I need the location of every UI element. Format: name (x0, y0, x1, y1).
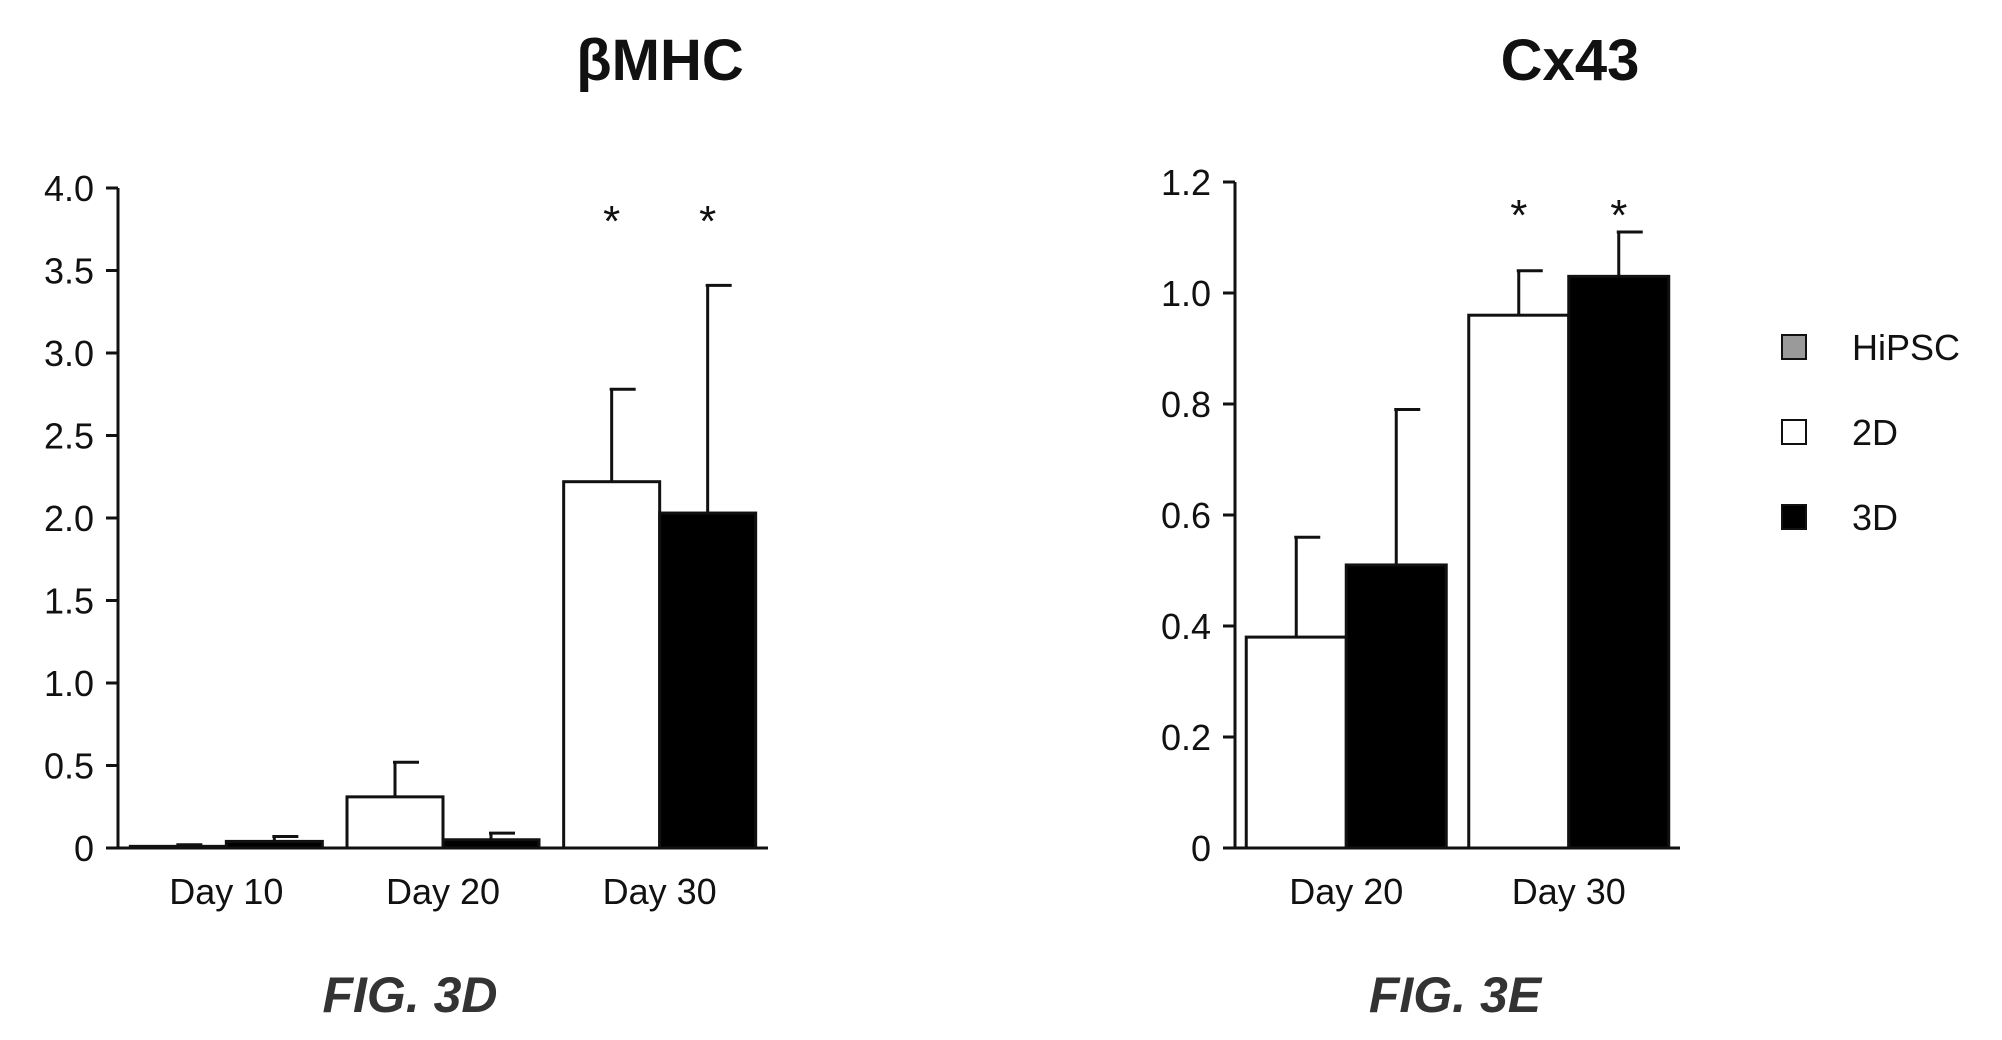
figure-caption-3d: FIG. 3D (322, 967, 497, 1023)
x-tick-label: Day 20 (386, 871, 500, 912)
bar-2d-day-20 (345, 795, 445, 850)
significance-marker: * (699, 197, 716, 246)
y-tick-label: 0.6 (1161, 495, 1211, 536)
y-tick-label: 1.2 (1161, 162, 1211, 203)
legend-item-3d: 3D (1781, 497, 1898, 538)
plot-area-bmhc: 0 0.5 1.0 1.5 2.0 2.5 3.0 3.5 4.0 Day 10 Day 20 Day… (44, 168, 768, 912)
plot-area-cx43: 0 0.2 0.4 0.6 0.8 1.0 1.2 Day 20 Day 30 * * (1161, 162, 1680, 912)
x-tick-label: Day 30 (1512, 871, 1626, 912)
y-tick-label: 0.4 (1161, 606, 1211, 647)
legend-item-hipsc: HiPSC (1781, 327, 1960, 368)
chart-title-bmhc: βMHC (576, 28, 744, 93)
y-tick-label: 0 (1191, 828, 1211, 869)
bar-2d-day-30 (562, 480, 662, 850)
y-tick-label: 2.5 (44, 416, 94, 457)
y-tick-label: 0.2 (1161, 717, 1211, 758)
bar-3d-day-30 (658, 511, 758, 850)
y-tick-label: 1.0 (1161, 273, 1211, 314)
x-tick-label: Day 20 (1289, 871, 1403, 912)
y-tick-label: 4.0 (44, 168, 94, 209)
y-tick-label: 2.0 (44, 498, 94, 539)
legend-swatch-2d (1781, 419, 1807, 445)
legend-label-hipsc: HiPSC (1852, 327, 1960, 368)
bar-3d-day-20 (441, 838, 541, 850)
legend-swatch-hipsc (1781, 334, 1807, 360)
significance-marker: * (603, 197, 620, 246)
legend-label-3d: 3D (1852, 497, 1898, 538)
legend-swatch-3d (1781, 504, 1807, 530)
y-tick-label: 0.5 (44, 746, 94, 787)
significance-marker: * (1610, 191, 1627, 240)
chart-cx43: Cx43 0 0.2 0.4 0.6 0.8 1.0 1.2 Day 20 Day 30 * * F… (1161, 28, 1680, 1023)
chart-title-cx43: Cx43 (1501, 28, 1640, 93)
bar-3d-day-10 (224, 839, 324, 850)
significance-marker: * (1510, 191, 1527, 240)
bar-2d-day-20 (1244, 635, 1348, 850)
legend-item-2d: 2D (1781, 412, 1898, 453)
y-tick-label: 0 (74, 828, 94, 869)
x-tick-label: Day 30 (603, 871, 717, 912)
bar-2d-day-30 (1467, 313, 1571, 850)
chart-bmhc: βMHC 0 0.5 1.0 1.5 2.0 2.5 3.0 3.5 4.0 Day 10 Day … (44, 28, 768, 1023)
bar-3d-day-30 (1567, 274, 1671, 850)
y-tick-label: 1.0 (44, 663, 94, 704)
y-tick-label: 3.5 (44, 251, 94, 292)
bar-2d-day-10 (128, 844, 228, 850)
y-tick-label: 1.5 (44, 581, 94, 622)
bar-3d-day-20 (1344, 563, 1448, 850)
x-tick-label: Day 10 (169, 871, 283, 912)
y-tick-label: 3.0 (44, 333, 94, 374)
y-tick-label: 0.8 (1161, 384, 1211, 425)
legend: HiPSC 2D 3D (1781, 327, 1960, 538)
legend-label-2d: 2D (1852, 412, 1898, 453)
figure-caption-3e: FIG. 3E (1369, 967, 1543, 1023)
